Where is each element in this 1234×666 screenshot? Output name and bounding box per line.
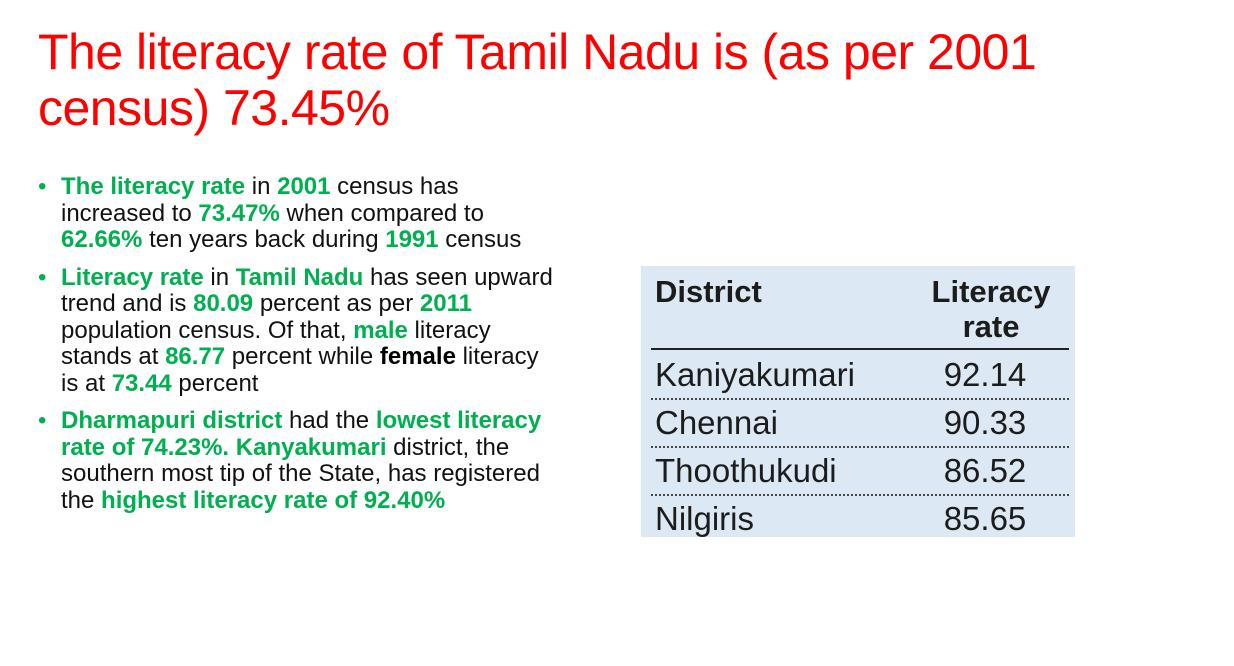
body-text xyxy=(229,434,236,461)
highlight-text: 1991 xyxy=(385,226,439,253)
body-text: when compared to xyxy=(279,199,484,227)
body-text: in xyxy=(245,173,278,200)
highlight-text: Tamil Nadu xyxy=(235,263,364,291)
table-row: Thoothukudi 86.52 xyxy=(651,446,1069,496)
highlight-text: 73.44 xyxy=(111,369,172,397)
bullet-dot-icon: • xyxy=(38,263,47,291)
highlight-text: Literacy rate xyxy=(61,263,204,291)
highlight-text: male xyxy=(353,316,408,344)
body-text: literacy is at xyxy=(61,343,539,397)
highlight-text: lowest literacy rate of 74.23%. xyxy=(61,407,542,461)
body-text: percent xyxy=(171,369,259,397)
highlight-text: Dharmapuri district xyxy=(61,407,283,434)
district-cell: Chennai xyxy=(655,404,778,441)
highlight-text: 73.47% xyxy=(198,199,280,227)
bullet-list: • The literacy rate in 2001 census has in… xyxy=(36,173,556,525)
body-text: literacy stands at xyxy=(61,316,491,370)
highlight-text: 86.77 xyxy=(165,343,226,370)
table-header-rate-line1: Literacy xyxy=(931,274,1051,309)
highlight-text: 62.66% xyxy=(61,226,143,253)
bullet-dot-icon: • xyxy=(38,407,47,434)
table-header-district: District xyxy=(655,274,762,309)
table-row: Nilgiris 85.65 xyxy=(651,494,1069,542)
bullet-item-2001-census: • The literacy rate in 2001 census has in… xyxy=(36,173,556,254)
rate-cell: 86.52 xyxy=(943,452,1027,489)
body-text: census has increased to xyxy=(61,173,459,227)
bullet-dot-icon: • xyxy=(38,173,47,200)
highlight-text: Kanyakumari xyxy=(235,433,387,461)
bullet-item-district-extremes: • Dharmapuri district had the lowest lite… xyxy=(36,407,556,514)
table-header-divider xyxy=(651,348,1069,350)
district-cell: Thoothukudi xyxy=(655,452,837,489)
highlight-text: The literacy rate xyxy=(61,173,246,200)
highlight-text: highest literacy rate of 92.40% xyxy=(101,486,446,514)
rate-cell: 92.14 xyxy=(943,356,1027,393)
body-text: ten years back during xyxy=(142,226,386,253)
slide-title: The literacy rate of Tamil Nadu is (as p… xyxy=(38,24,1037,136)
table-header-literacy-rate: Literacy rate xyxy=(925,274,1057,344)
table-row: Chennai 90.33 xyxy=(651,398,1069,448)
district-cell: Nilgiris xyxy=(655,500,754,537)
literacy-table: District Literacy rate Kaniyakumari 92.1… xyxy=(641,266,1075,537)
bullet-item-2011-census: • Literacy rate in Tamil Nadu has seen up… xyxy=(36,263,556,398)
body-text: census xyxy=(438,226,522,253)
body-text: has seen upward trend and is xyxy=(61,263,553,317)
body-text: had the xyxy=(282,407,376,434)
highlight-text: 2011 xyxy=(419,290,472,317)
body-text: district, the southern most tip of the S… xyxy=(61,433,540,514)
rate-cell: 90.33 xyxy=(943,404,1027,441)
bold-text: female xyxy=(379,343,456,370)
district-cell: Kaniyakumari xyxy=(655,356,855,393)
rate-cell: 85.65 xyxy=(943,500,1027,537)
table-header-rate-line2: rate xyxy=(962,309,1020,344)
table-row: Kaniyakumari 92.14 xyxy=(651,350,1069,400)
highlight-text: 2001 xyxy=(277,173,331,200)
body-text: population census. Of that, xyxy=(61,316,354,344)
body-text: percent as per xyxy=(253,290,420,317)
body-text: in xyxy=(203,263,236,291)
body-text: percent while xyxy=(225,343,380,370)
highlight-text: 80.09 xyxy=(193,290,254,317)
